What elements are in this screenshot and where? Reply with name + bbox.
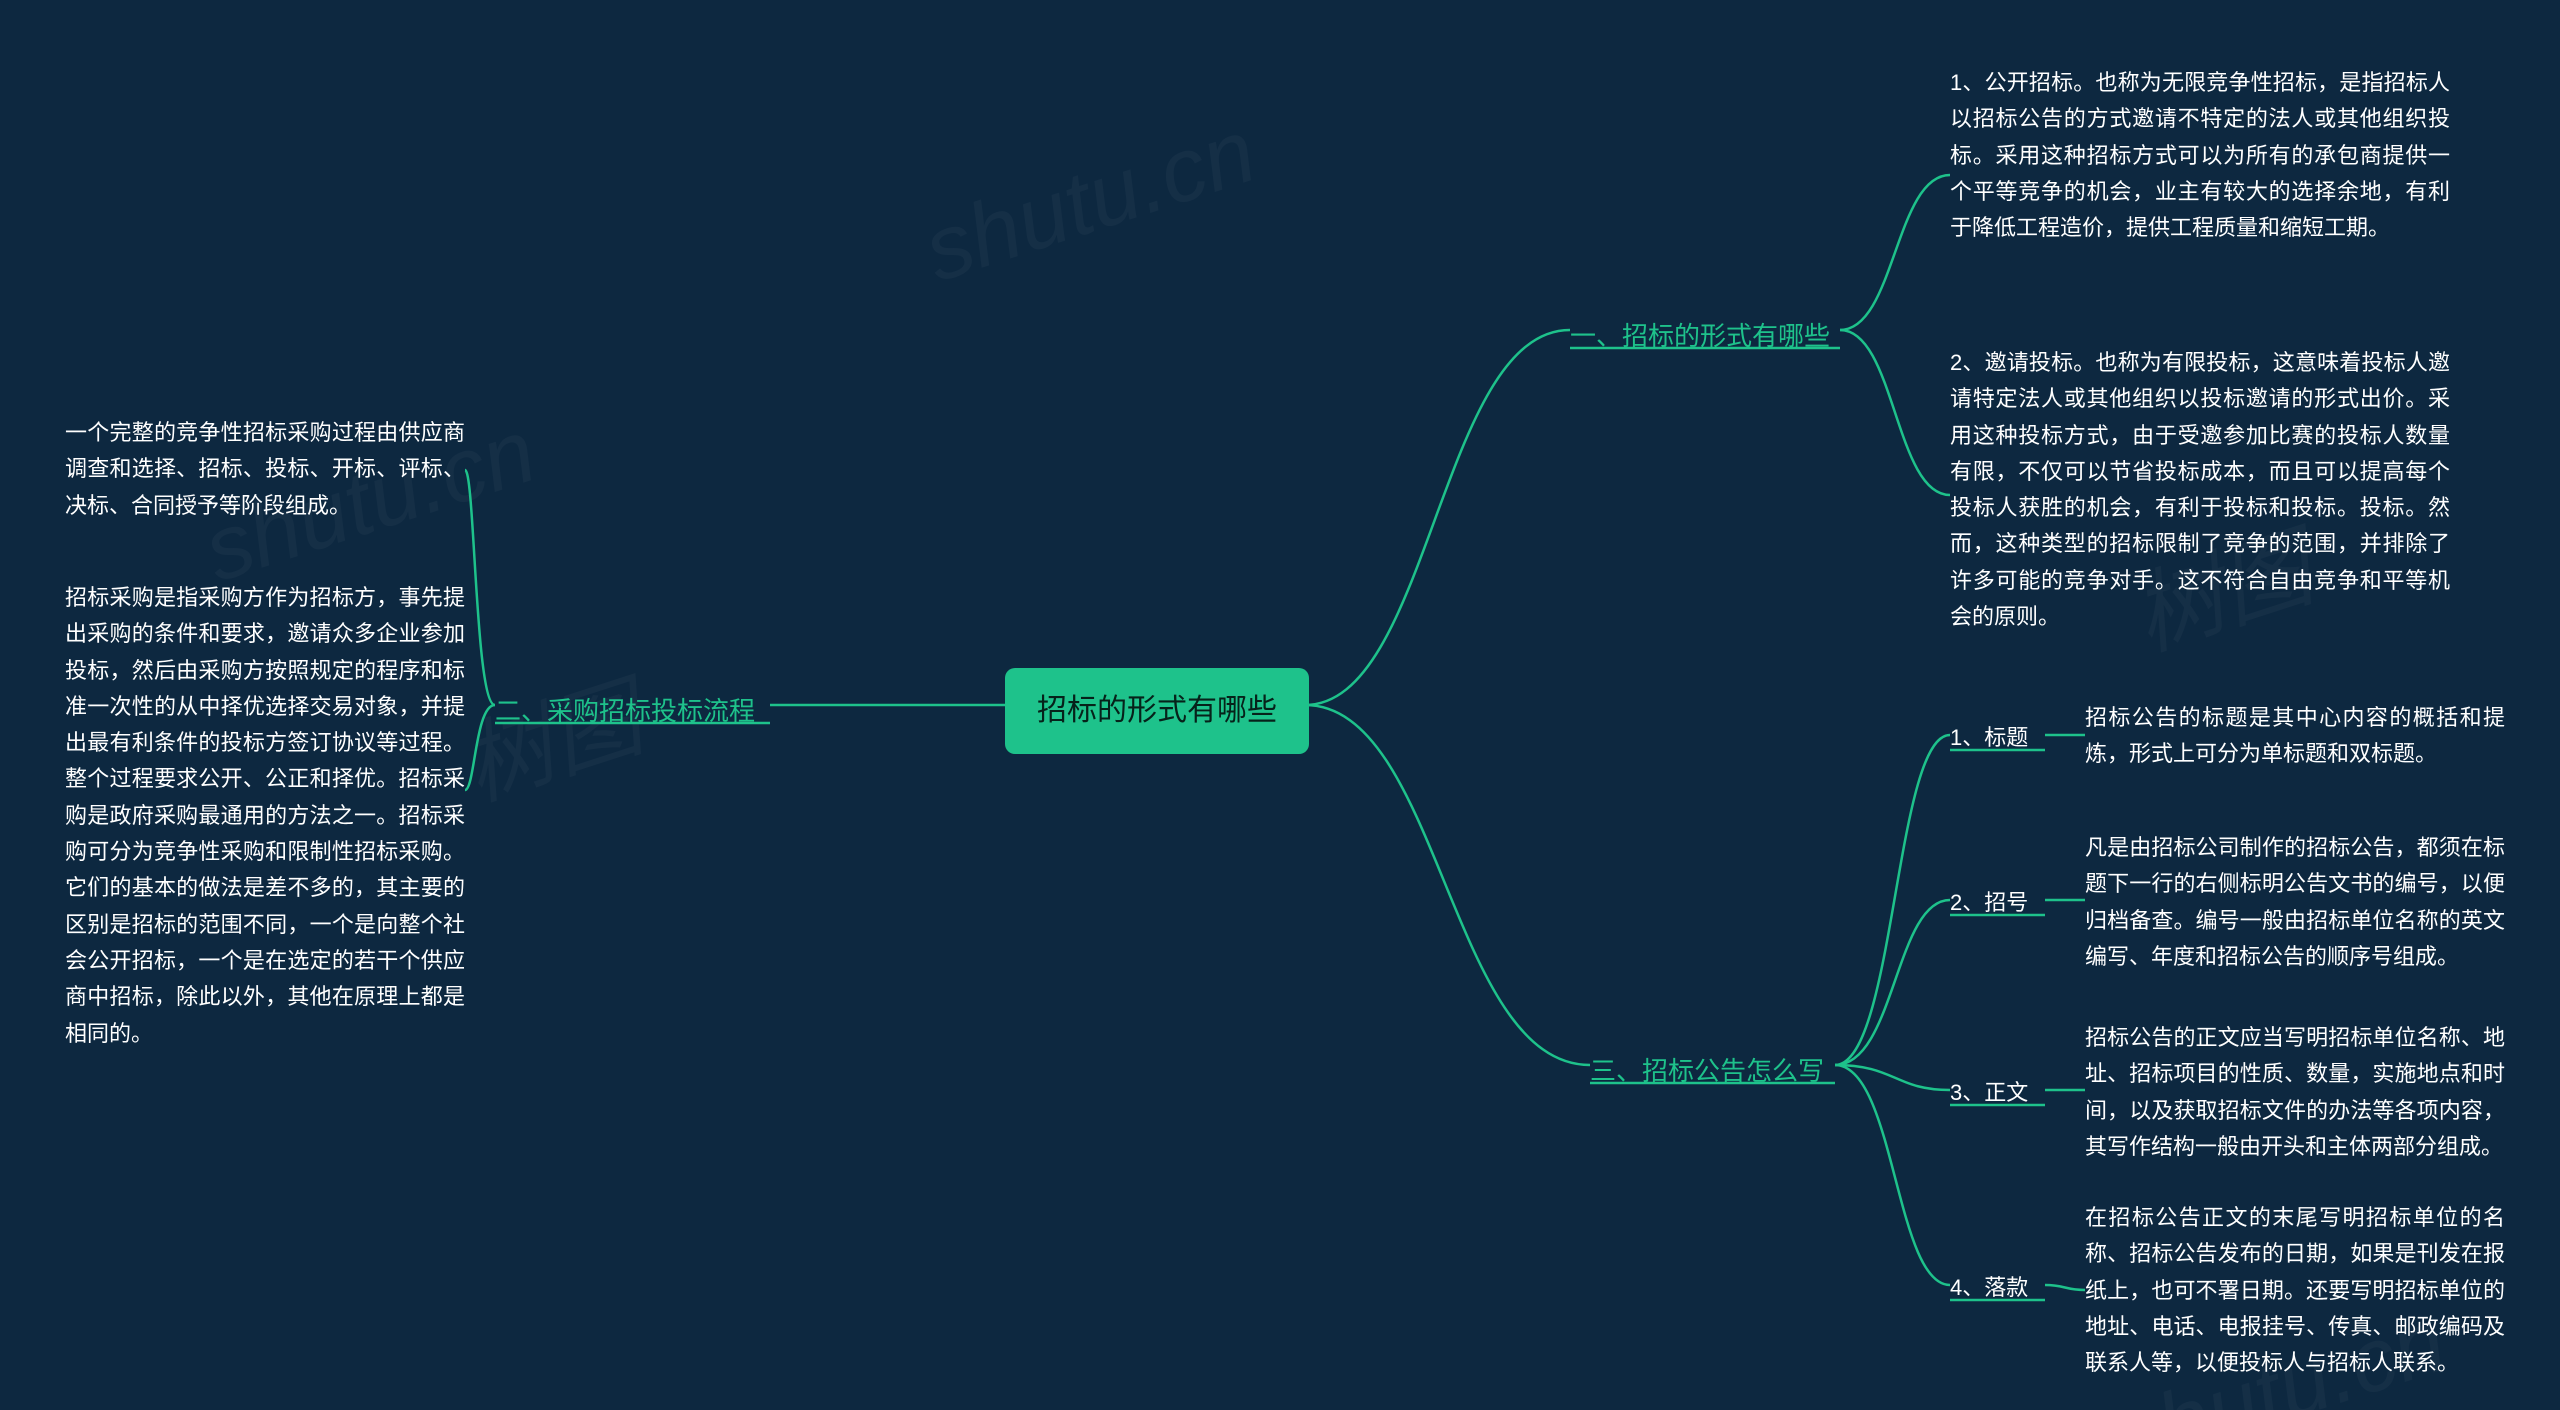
- watermark: 树图: [444, 645, 655, 824]
- sub-title[interactable]: 1、标题: [1950, 720, 2028, 756]
- leaf-title-desc: 招标公告的标题是其中心内容的概括和提炼，形式上可分为单标题和双标题。: [2085, 700, 2505, 773]
- sub-number[interactable]: 2、招号: [1950, 885, 2028, 921]
- center-node[interactable]: 招标的形式有哪些: [1005, 668, 1309, 754]
- leaf-process-summary: 一个完整的竞争性招标采购过程由供应商调查和选择、招标、投标、开标、评标、决标、合…: [65, 415, 465, 524]
- sub-body[interactable]: 3、正文: [1950, 1075, 2028, 1111]
- watermark: shutu.cn: [912, 100, 1267, 303]
- leaf-invite-bidding: 2、邀请投标。也称为有限投标，这意味着投标人邀请特定法人或其他组织以投标邀请的形…: [1950, 345, 2450, 635]
- leaf-number-desc: 凡是由招标公司制作的招标公告，都须在标题下一行的右侧标明公告文书的编号，以便归档…: [2085, 830, 2505, 975]
- sub-signature[interactable]: 4、落款: [1950, 1270, 2028, 1306]
- branch-announcement[interactable]: 三、招标公告怎么写: [1590, 1050, 1824, 1093]
- leaf-body-desc: 招标公告的正文应当写明招标单位名称、地址、招标项目的性质、数量，实施地点和时间，…: [2085, 1020, 2505, 1165]
- leaf-open-bidding: 1、公开招标。也称为无限竞争性招标，是指招标人以招标公告的方式邀请不特定的法人或…: [1950, 65, 2450, 246]
- leaf-signature-desc: 在招标公告正文的末尾写明招标单位的名称、招标公告发布的日期，如果是刊发在报纸上，…: [2085, 1200, 2505, 1381]
- branch-process[interactable]: 二、采购招标投标流程: [495, 690, 755, 733]
- branch-forms[interactable]: 一、招标的形式有哪些: [1570, 315, 1830, 358]
- leaf-process-detail: 招标采购是指采购方作为招标方，事先提出采购的条件和要求，邀请众多企业参加投标，然…: [65, 580, 465, 1052]
